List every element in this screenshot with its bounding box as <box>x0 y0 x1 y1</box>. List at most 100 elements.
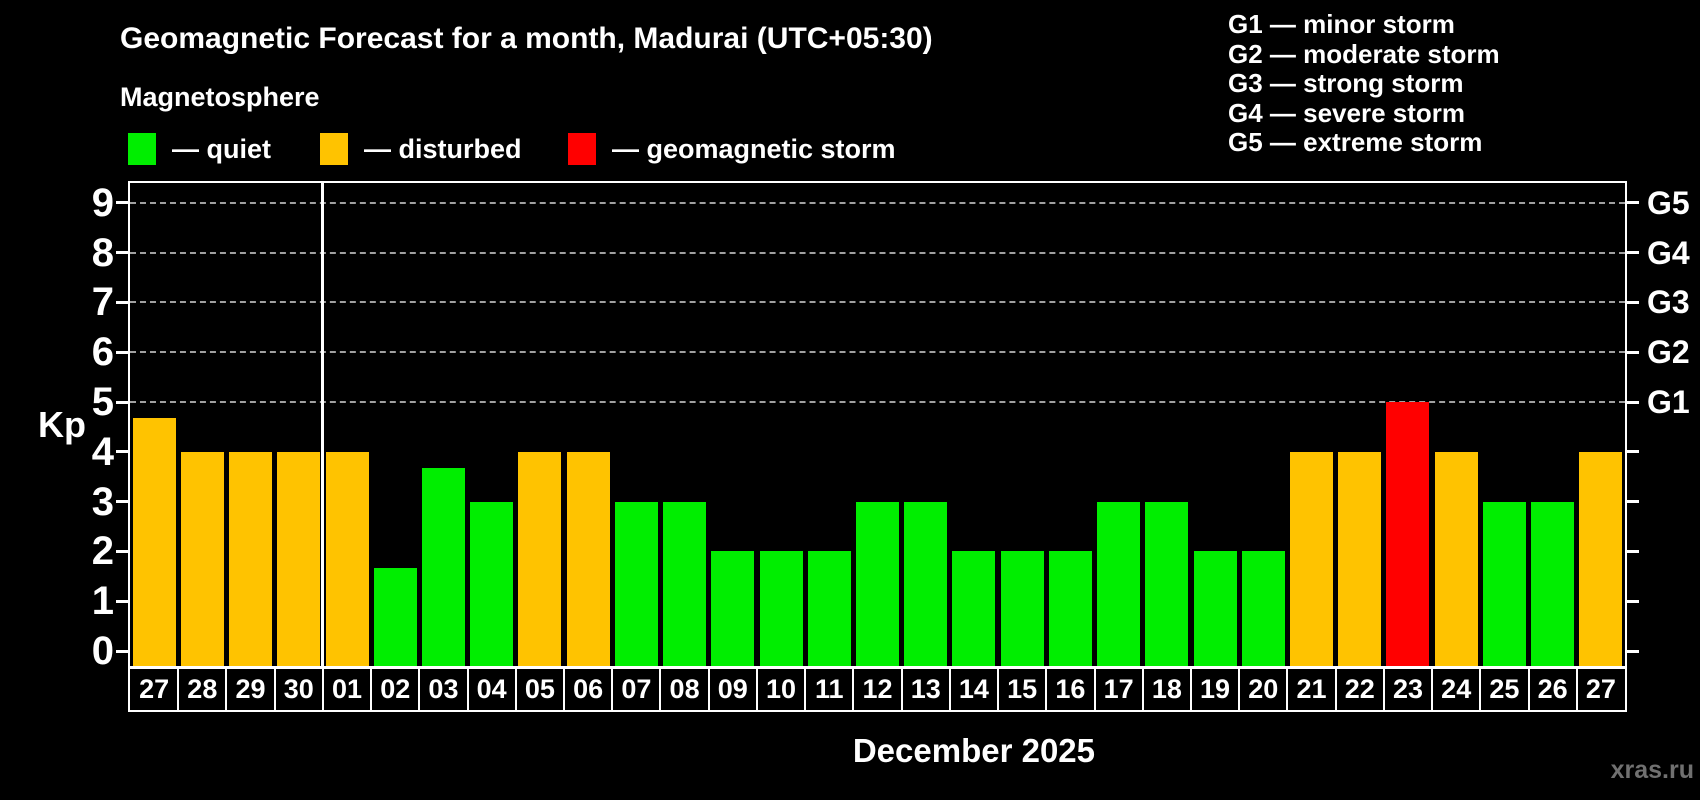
date-cell-divider-26 <box>1382 668 1385 710</box>
kp-bar-28 <box>1482 501 1526 667</box>
date-cell-divider-1 <box>177 668 180 710</box>
gridline-kp9 <box>130 201 1625 204</box>
g-legend-line-1: G1 — minor storm <box>1228 9 1455 39</box>
y-axis-title: Kp <box>38 404 86 445</box>
disturbed-color-swatch <box>320 133 348 165</box>
date-cell-divider-14 <box>804 668 807 710</box>
date-label-4: 01 <box>331 674 363 704</box>
kp-bar-29 <box>1531 501 1575 667</box>
kp-bar-13 <box>759 551 803 667</box>
y-axis-tick-left-7 <box>116 300 128 304</box>
date-cell-divider-23 <box>1238 668 1241 710</box>
kp-bar-9 <box>566 451 610 667</box>
date-cell-divider-2 <box>225 668 228 710</box>
date-cell-divider-5 <box>370 668 373 710</box>
date-label-8: 05 <box>524 674 555 704</box>
kp-bar-21 <box>1145 501 1189 667</box>
g-scale-legend: G1 — minor storm G2 — moderate storm G3 — … <box>1228 9 1500 158</box>
date-label-19: 16 <box>1055 674 1086 704</box>
x-axis-date-row: 27 28 29 30 01 02 03 04 05 06 07 08 09 10 11 12 13 14 15 16… <box>128 666 1627 712</box>
date-label-6: 03 <box>428 674 459 704</box>
date-label-17: 14 <box>958 674 989 704</box>
date-cell-divider-8 <box>514 668 517 710</box>
gridline-kp8 <box>130 251 1625 254</box>
date-cell-divider-13 <box>755 668 758 710</box>
legend-label-quiet: — quiet <box>172 133 271 164</box>
date-label-0: 27 <box>139 674 170 704</box>
date-label-20: 17 <box>1103 674 1134 704</box>
gridline-kp6 <box>130 351 1625 354</box>
date-label-13: 10 <box>766 674 797 704</box>
x-axis-month-label: December 2025 <box>852 732 1096 769</box>
kp-bar-0 <box>132 418 176 667</box>
y-tick-label-4: 4 <box>91 429 114 474</box>
y-axis-tick-left-9 <box>116 201 128 205</box>
y-tick-label-1: 1 <box>91 579 114 624</box>
y-tick-label-5: 5 <box>91 380 114 424</box>
kp-bar-24 <box>1290 451 1334 667</box>
y-axis-tick-left-0 <box>116 649 128 653</box>
y-tick-label-7: 7 <box>91 280 114 325</box>
kp-bar-16 <box>904 501 948 667</box>
date-cell-divider-22 <box>1189 668 1192 710</box>
date-cell-divider-19 <box>1045 668 1048 710</box>
date-label-9: 06 <box>573 674 604 704</box>
date-cell-divider-11 <box>659 668 662 710</box>
date-label-11: 08 <box>669 674 700 704</box>
date-label-2: 29 <box>235 674 266 704</box>
kp-bar-6 <box>421 468 465 667</box>
y-axis-tick-left-2 <box>116 549 128 553</box>
date-cell-divider-10 <box>611 668 614 710</box>
date-label-10: 07 <box>621 674 652 704</box>
y-tick-label-2: 2 <box>91 529 114 574</box>
y-axis-tick-left-6 <box>116 350 128 354</box>
kp-bar-5 <box>373 567 417 667</box>
date-cell-divider-3 <box>273 668 276 710</box>
kp-bar-2 <box>229 451 273 667</box>
y-axis-tick-right-6 <box>1627 350 1639 354</box>
date-cell-divider-21 <box>1141 668 1144 710</box>
kp-bar-10 <box>614 501 658 667</box>
date-cell-divider-16 <box>900 668 903 710</box>
date-label-7: 04 <box>476 674 507 704</box>
g-legend-line-5: G5 — extreme storm <box>1228 127 1483 158</box>
kp-bar-27 <box>1434 451 1478 667</box>
kp-bar-20 <box>1097 501 1141 667</box>
date-label-14: 11 <box>814 674 844 704</box>
month-separator-line <box>321 183 325 667</box>
kp-bar-17 <box>952 551 996 667</box>
gridline-kp5 <box>130 401 1625 403</box>
date-label-29: 26 <box>1537 674 1568 704</box>
date-label-27: 24 <box>1441 674 1472 704</box>
date-cell-divider-7 <box>466 668 469 710</box>
date-label-1: 28 <box>187 674 218 704</box>
kp-bar-18 <box>1000 551 1044 667</box>
y-axis-tick-right-2 <box>1627 549 1639 553</box>
date-label-28: 25 <box>1489 674 1520 704</box>
g-legend-line-3: G3 — strong storm <box>1228 68 1464 99</box>
date-label-12: 09 <box>717 674 748 704</box>
kp-bar-12 <box>711 551 755 667</box>
legend-label-disturbed: — disturbed <box>364 133 522 164</box>
legend-item-quiet: — quiet <box>128 132 271 166</box>
date-label-23: 20 <box>1248 674 1279 704</box>
kp-bar-15 <box>856 501 899 667</box>
y-axis-tick-right-0 <box>1627 649 1639 653</box>
legend-item-disturbed: — disturbed <box>320 132 522 166</box>
date-cell-divider-12 <box>707 668 710 710</box>
date-label-15: 12 <box>862 674 893 704</box>
date-label-30: 27 <box>1585 674 1616 704</box>
date-cell-divider-6 <box>418 668 421 710</box>
date-cell-divider-25 <box>1334 668 1337 710</box>
g-level-label-G2: G2 <box>1647 334 1690 371</box>
y-tick-label-6: 6 <box>91 330 114 375</box>
date-cell-divider-30 <box>1575 668 1578 710</box>
g-level-label-G3: G3 <box>1647 284 1690 321</box>
y-tick-label-9: 9 <box>91 180 114 225</box>
kp-bar-23 <box>1241 551 1285 667</box>
date-cell-divider-29 <box>1527 668 1530 710</box>
g-level-label-G1: G1 <box>1647 384 1690 420</box>
date-label-24: 21 <box>1296 674 1327 704</box>
watermark: xras.ru <box>1610 756 1694 784</box>
